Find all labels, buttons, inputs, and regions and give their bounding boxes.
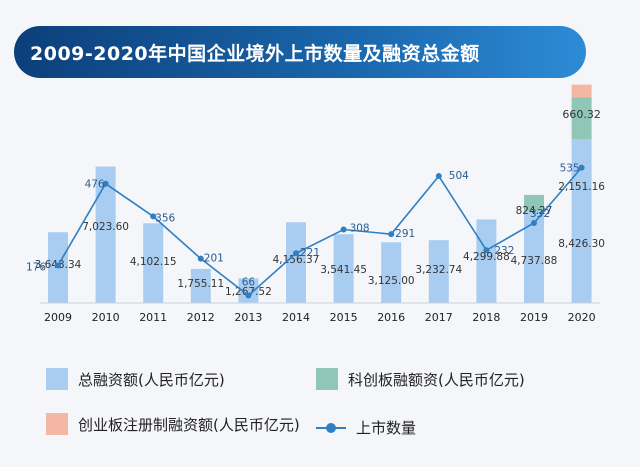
line-label-count-2020: 535 bbox=[560, 163, 580, 175]
bar-total-2020 bbox=[571, 139, 592, 303]
bar-label-total-2010: 7,023.60 bbox=[82, 221, 129, 233]
point-count-2013 bbox=[245, 292, 252, 299]
x-tick-label-2017: 2017 bbox=[425, 311, 453, 324]
legend-item-star: 科创板融额资(人民币亿元) bbox=[316, 368, 525, 390]
x-tick-label-2013: 2013 bbox=[234, 311, 262, 324]
point-count-2016 bbox=[388, 231, 395, 238]
bar-total-2015 bbox=[333, 234, 354, 303]
point-count-2010 bbox=[102, 180, 109, 187]
legend-label-star: 科创板融额资(人民币亿元) bbox=[348, 370, 525, 389]
line-count bbox=[57, 167, 583, 297]
line-label-count-2015: 308 bbox=[350, 223, 370, 235]
x-tick-label-2018: 2018 bbox=[472, 311, 500, 324]
bar-total-2017 bbox=[428, 240, 449, 303]
legend-swatch-star bbox=[316, 368, 338, 390]
line-label-count-2012: 201 bbox=[204, 253, 224, 265]
line-label-count-2009: 176 bbox=[26, 262, 46, 274]
legend-label-total: 总融资额(人民币亿元) bbox=[78, 370, 225, 389]
bar-total-2019 bbox=[524, 210, 544, 303]
point-count-2014 bbox=[293, 250, 299, 257]
bar-label-total-2012: 1,755.11 bbox=[177, 278, 224, 290]
bar-label-chinext-2020: 660.32 bbox=[562, 108, 601, 121]
bar-label-total-2016: 3,125.00 bbox=[368, 275, 415, 287]
x-tick-label-2015: 2015 bbox=[330, 311, 358, 324]
point-count-2012 bbox=[197, 255, 204, 262]
chart-title: 2009-2020年中国企业境外上市数量及融资总金额 bbox=[30, 42, 480, 65]
line-label-count-2019: 332 bbox=[530, 208, 550, 220]
point-count-2019 bbox=[531, 219, 537, 226]
bar-label-star-2020: 2,151.16 bbox=[558, 181, 605, 193]
legend-swatch-total bbox=[46, 368, 68, 390]
line-label-count-2014: 221 bbox=[300, 247, 320, 259]
legend-label-chinext: 创业板注册制融资额(人民币亿元) bbox=[78, 415, 300, 434]
x-tick-label-2011: 2011 bbox=[139, 311, 167, 324]
bar-label-total-2018: 4,299.88 bbox=[463, 251, 510, 263]
bar-star-2019 bbox=[524, 194, 544, 211]
bar-total-2011 bbox=[143, 223, 164, 303]
bar-total-2014 bbox=[286, 222, 306, 303]
bar-label-total-2013: 1,267.52 bbox=[225, 286, 272, 298]
legend-label-count: 上市数量 bbox=[356, 419, 417, 437]
bar-total-2016 bbox=[381, 242, 402, 303]
bar-total-2012 bbox=[190, 268, 211, 303]
line-label-count-2013: 66 bbox=[242, 277, 256, 289]
point-count-2011 bbox=[150, 213, 157, 220]
x-tick-label-2010: 2010 bbox=[92, 311, 120, 324]
bar-label-total-2011: 4,102.15 bbox=[130, 256, 177, 268]
x-tick-label-2014: 2014 bbox=[282, 311, 310, 324]
x-tick-label-2020: 2020 bbox=[568, 311, 596, 324]
bar-label-total-2015: 3,541.45 bbox=[320, 264, 367, 276]
bar-total-2018 bbox=[476, 219, 497, 303]
line-label-count-2018: 232 bbox=[494, 245, 514, 257]
legend-item-chinext: 创业板注册制融资额(人民币亿元) bbox=[46, 413, 300, 435]
legend-swatch-chinext bbox=[46, 413, 68, 435]
line-label-count-2017: 504 bbox=[449, 170, 469, 182]
bar-total-2013 bbox=[238, 278, 259, 303]
title-banner: 2009-2020年中国企业境外上市数量及融资总金额 bbox=[14, 26, 586, 78]
x-tick-label-2019: 2019 bbox=[520, 311, 548, 324]
bar-total-2010 bbox=[95, 166, 116, 303]
bar-chinext-2020 bbox=[571, 84, 592, 98]
bar-label-star-2019: 824.27 bbox=[516, 205, 553, 217]
bar-label-total-2020: 8,426.30 bbox=[558, 238, 605, 250]
point-count-2017 bbox=[435, 173, 442, 180]
line-label-count-2011: 356 bbox=[155, 212, 175, 224]
bar-star-2020 bbox=[571, 97, 592, 140]
point-count-2015 bbox=[340, 226, 347, 233]
line-label-count-2010: 476 bbox=[85, 179, 105, 191]
legend-item-count: 上市数量 bbox=[316, 417, 416, 438]
point-count-2020 bbox=[578, 164, 585, 171]
point-count-2009 bbox=[55, 262, 61, 269]
legend-item-total: 总融资额(人民币亿元) bbox=[46, 368, 225, 390]
bar-label-total-2019: 4,737.88 bbox=[511, 255, 558, 267]
point-count-2018 bbox=[483, 247, 490, 254]
legend-line-icon bbox=[316, 421, 346, 435]
x-tick-label-2016: 2016 bbox=[377, 311, 405, 324]
bar-label-total-2017: 3,232.74 bbox=[415, 264, 462, 276]
x-tick-label-2012: 2012 bbox=[187, 311, 215, 324]
line-label-count-2016: 291 bbox=[395, 228, 415, 240]
x-tick-label-2009: 2009 bbox=[44, 311, 72, 324]
